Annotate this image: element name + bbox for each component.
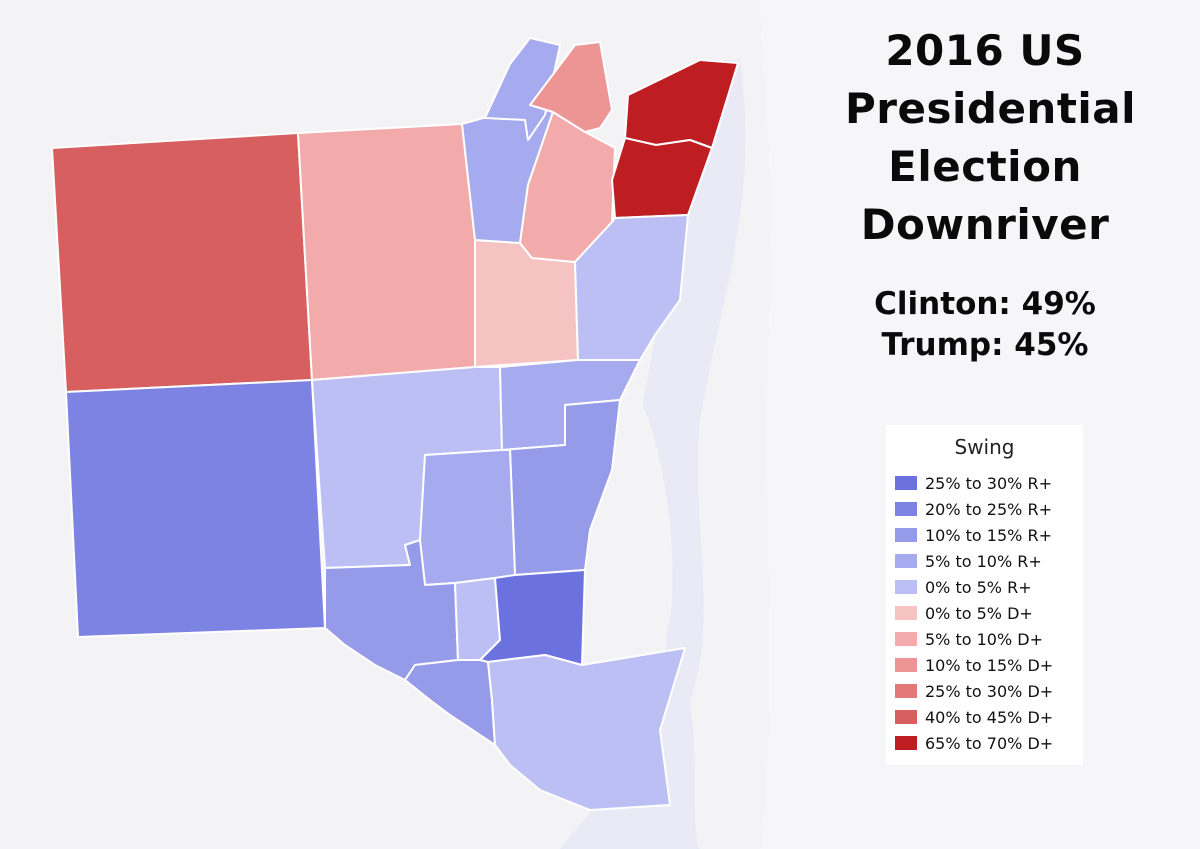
legend-item: 0% to 5% R+ [886, 574, 1083, 600]
legend-item: 25% to 30% R+ [886, 470, 1083, 496]
clinton-result: Clinton: 49% [874, 286, 1096, 322]
legend-label: 10% to 15% R+ [925, 525, 1052, 545]
legend-swatch [895, 736, 917, 750]
map-title-block: 2016 US Presidential Election Downriver … [845, 22, 1137, 366]
grosse-ile [632, 400, 673, 650]
legend-label: 5% to 10% R+ [925, 551, 1042, 571]
region-romulus[interactable] [51, 132, 313, 393]
legend-item: 20% to 25% R+ [886, 496, 1083, 522]
region-south-rockwood[interactable] [404, 659, 496, 746]
legend-item: 65% to 70% D+ [886, 730, 1083, 756]
legend-swatch [895, 580, 917, 594]
canada-shore [760, 0, 1200, 849]
legend-swatch [895, 632, 917, 646]
legend-item: 0% to 5% D+ [886, 600, 1083, 626]
legend-label: 65% to 70% D+ [925, 733, 1054, 753]
legend-item: 10% to 15% D+ [886, 652, 1083, 678]
map-title-line-3: Election [888, 142, 1082, 191]
region-woodhaven[interactable] [419, 449, 516, 586]
region-wyandotte-north[interactable] [611, 137, 713, 219]
legend-swatch [895, 606, 917, 620]
legend-swatch [895, 554, 917, 568]
region-huron-township[interactable] [65, 379, 326, 638]
region-berlin-area[interactable] [487, 647, 686, 811]
legend-label: 5% to 10% D+ [925, 629, 1043, 649]
map-title-line-2: Presidential [845, 84, 1137, 133]
legend-items: 25% to 30% R+ 20% to 25% R+ 10% to 15% R+ 5… [886, 470, 1083, 756]
legend-swatch [895, 710, 917, 724]
legend-item: 25% to 30% D+ [886, 678, 1083, 704]
legend-item: 40% to 45% D+ [886, 704, 1083, 730]
map-regions [51, 37, 739, 811]
map-title-line-4: Downriver [860, 200, 1110, 249]
legend-item: 5% to 10% D+ [886, 626, 1083, 652]
region-lincoln-park[interactable] [529, 41, 613, 133]
results-block: Clinton: 49% Trump: 45% [845, 284, 1125, 366]
legend-item: 10% to 15% R+ [886, 522, 1083, 548]
legend-label: 40% to 45% D+ [925, 707, 1054, 727]
legend-swatch [895, 502, 917, 516]
legend: Swing 25% to 30% R+ 20% to 25% R+ 10% to 1… [886, 425, 1083, 765]
legend-label: 10% to 15% D+ [925, 655, 1054, 675]
region-river-rouge-north[interactable] [484, 37, 561, 141]
map-background [560, 0, 1200, 849]
legend-label: 25% to 30% D+ [925, 681, 1054, 701]
legend-label: 25% to 30% R+ [925, 473, 1052, 493]
legend-swatch [895, 658, 917, 672]
legend-item: 5% to 10% R+ [886, 548, 1083, 574]
region-taylor[interactable] [297, 123, 476, 381]
legend-swatch [895, 528, 917, 542]
legend-swatch [895, 684, 917, 698]
map-title-line-1: 2016 US [885, 26, 1085, 75]
trump-result: Trump: 45% [881, 327, 1089, 363]
legend-swatch [895, 476, 917, 490]
legend-title: Swing [954, 435, 1015, 459]
legend-label: 0% to 5% R+ [925, 577, 1032, 597]
legend-label: 20% to 25% R+ [925, 499, 1052, 519]
legend-label: 0% to 5% D+ [925, 603, 1033, 623]
